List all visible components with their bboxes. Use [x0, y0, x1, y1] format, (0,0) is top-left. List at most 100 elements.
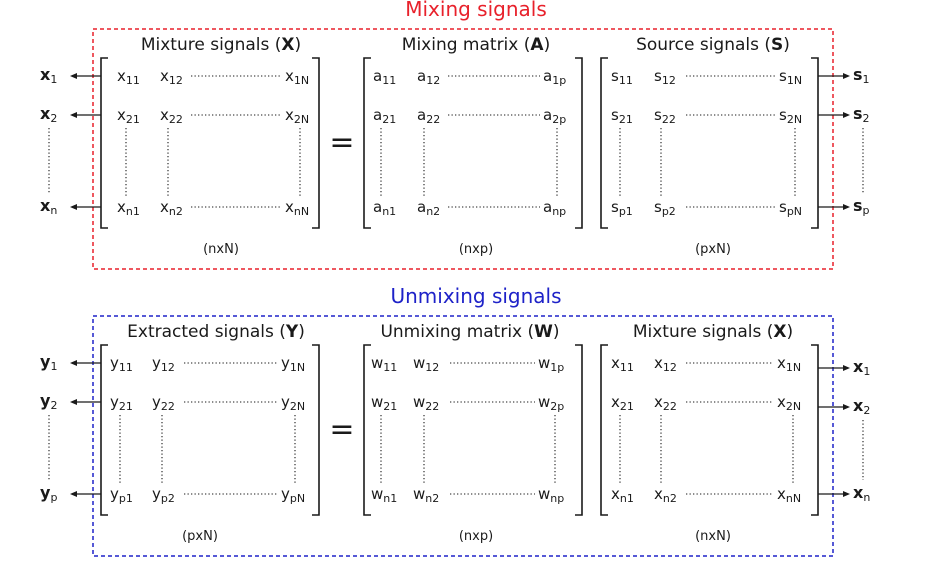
matrix-cell: a1p: [543, 67, 566, 87]
arrow-left: [70, 73, 101, 79]
matrix-cell: x12: [654, 354, 677, 374]
matrix-cell: spN: [779, 198, 802, 218]
matrix-cell: a22: [417, 106, 440, 126]
matrix-cell: y2N: [281, 393, 305, 413]
matrix-mixing-matrix: Mixing matrix (A) a11 a12 a1p a21 a22 a2…: [363, 35, 583, 257]
matrix-cell: yp2: [152, 485, 175, 505]
matrix-cell: y12: [152, 354, 175, 374]
right-signal-label: xn: [853, 483, 870, 504]
arrow-right: [818, 365, 850, 371]
matrix-cell: x12: [160, 67, 183, 87]
left-bracket: [100, 57, 108, 229]
matrix-dimension: (nxp): [459, 242, 493, 257]
matrix-cell: xnN: [285, 198, 309, 218]
matrix-title: Mixing matrix (A): [402, 35, 550, 55]
matrix-cell: xn1: [611, 485, 634, 505]
right-bracket: [575, 344, 583, 516]
matrix-cell: xn2: [654, 485, 677, 505]
left-bracket: [363, 57, 371, 229]
matrix-cell: s12: [654, 67, 676, 87]
matrix-cell: s1N: [779, 67, 802, 87]
matrix-cell: w11: [371, 354, 397, 374]
matrix-cell: y11: [110, 354, 133, 374]
matrix-title: Mixture signals (X): [633, 322, 793, 342]
equals-sign: =: [329, 412, 354, 447]
matrix-cell: a2p: [543, 106, 566, 126]
matrix-cell: xnN: [777, 485, 801, 505]
arrow-right: [818, 491, 850, 497]
matrix-cell: wn2: [413, 485, 439, 505]
matrix-cell: x21: [117, 106, 140, 126]
left-bracket: [600, 344, 608, 516]
matrix-cell: x11: [117, 67, 140, 87]
matrix-cell: yp1: [110, 485, 133, 505]
right-signal-label: x1: [853, 357, 870, 378]
matrix-mixture-signals: Mixture signals (X) x11 x12 x1N x21 x22 …: [100, 35, 320, 257]
matrix-cell: y22: [152, 393, 175, 413]
matrix-cell: s21: [611, 106, 633, 126]
right-bracket: [575, 57, 583, 229]
matrix-cell: wnp: [538, 485, 564, 505]
matrix-source-signals: Source signals (S) s11 s12 s1N s21 s22 s…: [600, 35, 819, 257]
matrix-cell: a12: [417, 67, 440, 87]
matrix-dimension: (nxp): [459, 529, 493, 544]
left-signal-label: y2: [40, 391, 57, 412]
matrix-cell: x11: [611, 354, 634, 374]
matrix-cell: y21: [110, 393, 133, 413]
left-signal-label: xn: [40, 196, 57, 217]
matrix-extracted-signals: Extracted signals (Y) y11 y12 y1N y21 y2…: [100, 322, 320, 544]
matrix-dimension: (pxN): [182, 529, 218, 544]
left-bracket: [100, 344, 108, 516]
right-bracket: [811, 344, 819, 516]
matrix-cell: ypN: [281, 485, 305, 505]
matrix-cell: x22: [654, 393, 677, 413]
right-bracket: [312, 344, 320, 516]
right-signal-label: s2: [853, 104, 870, 125]
arrow-left: [70, 112, 101, 118]
mixing-section-box: [92, 28, 834, 270]
equals-sign: =: [329, 125, 354, 160]
matrix-cell: w21: [371, 393, 397, 413]
matrix-cell: a11: [373, 67, 396, 87]
matrix-cell: xn1: [117, 198, 140, 218]
matrix-mixture-signals-unmixing: Mixture signals (X) x11 x12 x1N x21 x22 …: [600, 322, 819, 544]
matrix-cell: s11: [611, 67, 633, 87]
matrix-cell: s22: [654, 106, 676, 126]
matrix-cell: y1N: [281, 354, 305, 374]
matrix-cell: sp1: [611, 198, 633, 218]
left-signal-label: x1: [40, 65, 57, 86]
matrix-cell: x2N: [777, 393, 801, 413]
arrow-left: [70, 204, 101, 210]
matrix-cell: w1p: [538, 354, 564, 374]
left-signal-label: yp: [40, 483, 57, 504]
matrix-title: Unmixing matrix (W): [380, 322, 559, 342]
matrix-cell: a21: [373, 106, 396, 126]
matrix-cell: s2N: [779, 106, 802, 126]
left-signal-label: y1: [40, 352, 57, 373]
arrow-right: [818, 73, 850, 79]
left-signal-label: x2: [40, 104, 57, 125]
matrix-title: Mixture signals (X): [141, 35, 301, 55]
section-title-mixing: Mixing signals: [405, 0, 547, 21]
arrow-left: [70, 491, 101, 497]
unmixing-section-box: [92, 315, 834, 557]
right-bracket: [312, 57, 320, 229]
matrix-dimension: (nxN): [203, 242, 239, 257]
matrix-cell: w12: [413, 354, 439, 374]
arrow-left: [70, 360, 101, 366]
right-signal-label: x2: [853, 396, 870, 417]
left-bracket: [363, 344, 371, 516]
arrow-right: [818, 204, 850, 210]
matrix-unmixing-matrix: Unmixing matrix (W) w11 w12 w1p w21 w22 …: [363, 322, 583, 544]
matrix-cell: w22: [413, 393, 439, 413]
right-signal-label: sp: [853, 196, 870, 217]
matrix-cell: x2N: [285, 106, 309, 126]
matrix-cell: an1: [373, 198, 396, 218]
right-bracket: [811, 57, 819, 229]
arrow-left: [70, 399, 101, 405]
matrix-cell: x1N: [285, 67, 309, 87]
section-title-unmixing: Unmixing signals: [390, 284, 561, 308]
matrix-cell: an2: [417, 198, 440, 218]
arrow-right: [818, 404, 850, 410]
